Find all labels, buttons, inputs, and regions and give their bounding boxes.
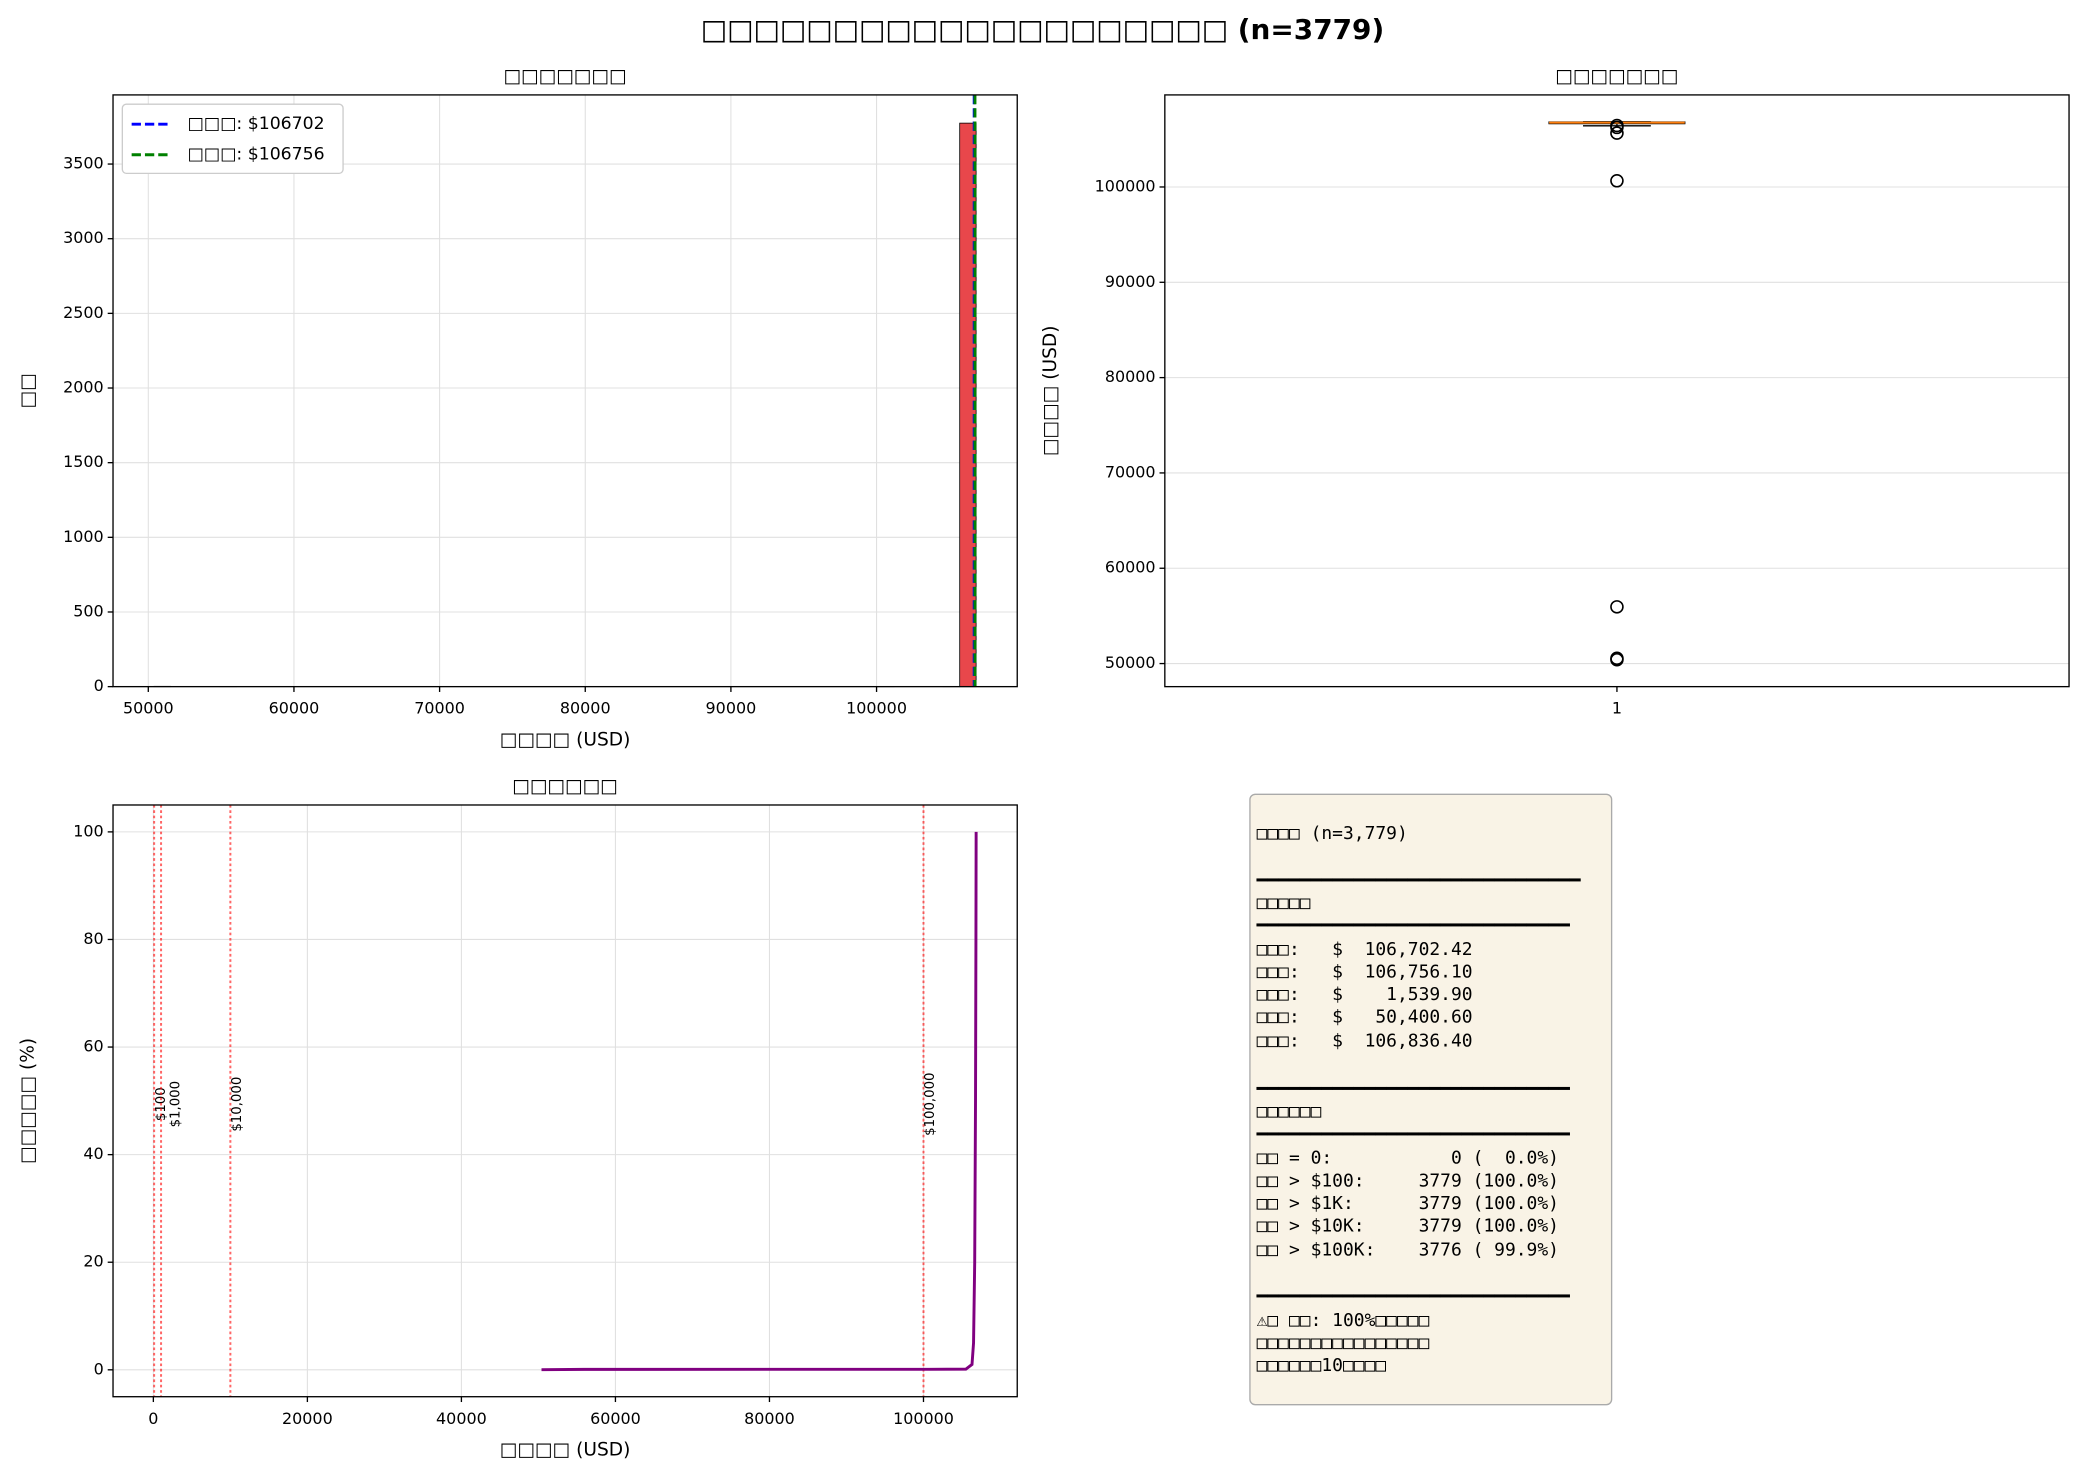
plot-frame bbox=[1164, 94, 2070, 688]
cdf-line bbox=[541, 831, 978, 1372]
stats-line: □□ > $100K: 3776 ( 99.9%) bbox=[1257, 1239, 1559, 1260]
legend-label: □□□: $106702 bbox=[187, 114, 324, 134]
chart-title: □□□□□□□ bbox=[504, 66, 627, 87]
y-tick-label: 3500 bbox=[63, 154, 104, 173]
x-axis-label: □□□□ (USD) bbox=[500, 729, 631, 750]
threshold-label: $100,000 bbox=[923, 1072, 938, 1135]
x-tick-label: 50000 bbox=[123, 699, 174, 718]
y-tick-label: 3000 bbox=[63, 228, 104, 247]
y-axis-label: □□□□□ (%) bbox=[17, 1038, 38, 1164]
y-tick-label: 20 bbox=[83, 1252, 103, 1271]
x-tick-label: 0 bbox=[148, 1409, 158, 1428]
y-tick-label: 1500 bbox=[63, 452, 104, 471]
flier bbox=[1610, 173, 1624, 188]
x-tick-label: 100000 bbox=[893, 1409, 954, 1428]
flier bbox=[1610, 600, 1624, 614]
x-axis-label: □□□□ (USD) bbox=[500, 1439, 631, 1460]
stats-line: □□ > $10K: 3779 (100.0%) bbox=[1257, 1216, 1559, 1237]
y-tick-label: 80000 bbox=[1105, 367, 1156, 386]
stats-line: ━━━━━━━━━━━━━━━━━━━━━━━━━━━━━ bbox=[1256, 915, 1570, 936]
y-tick-label: 500 bbox=[73, 601, 103, 620]
stats-line: □□ > $100: 3779 (100.0%) bbox=[1257, 1170, 1559, 1191]
y-tick-label: 1000 bbox=[63, 527, 104, 546]
x-tick-label: 60000 bbox=[269, 699, 320, 718]
legend-label: □□□: $106756 bbox=[187, 145, 324, 165]
y-tick-label: 60 bbox=[83, 1037, 103, 1056]
y-tick-label: 2000 bbox=[63, 378, 104, 397]
y-tick-label: 2500 bbox=[63, 303, 104, 322]
stats-line: □□□: $ 1,539.90 bbox=[1257, 984, 1473, 1005]
x-tick-label: 80000 bbox=[744, 1409, 795, 1428]
y-tick-label: 0 bbox=[94, 1359, 104, 1378]
y-tick-label: 100000 bbox=[1095, 176, 1156, 195]
y-tick-label: 90000 bbox=[1105, 272, 1156, 291]
x-tick-label: 100000 bbox=[846, 699, 907, 718]
x-tick-label: 80000 bbox=[560, 699, 611, 718]
y-axis-label: □□□□ (USD) bbox=[1040, 326, 1061, 457]
stats-line: ━━━━━━━━━━━━━━━━━━━━━━━━━━━━━ bbox=[1256, 1079, 1570, 1100]
stats-line: □□□□□□10□□□□ bbox=[1257, 1355, 1387, 1376]
x-tick-label: 70000 bbox=[414, 699, 465, 718]
x-tick-label: 40000 bbox=[436, 1409, 487, 1428]
stats-line: □□□□□□ bbox=[1257, 1101, 1322, 1122]
stats-line: □□□: $ 106,702.42 bbox=[1257, 939, 1473, 960]
stats-line: ━━━━━━━━━━━━━━━━━━━━━━━━━━━━━━ bbox=[1256, 870, 1581, 891]
y-tick-label: 40 bbox=[83, 1144, 103, 1163]
y-tick-label: 60000 bbox=[1105, 558, 1156, 577]
y-tick-label: 100 bbox=[73, 821, 103, 840]
y-tick-label: 80 bbox=[83, 929, 103, 948]
plot-frame bbox=[112, 94, 1018, 688]
stats-line: □□□□□ bbox=[1257, 892, 1311, 913]
stats-line: □□□□□□□□□□□□□□□□ bbox=[1257, 1333, 1430, 1354]
plot-frame bbox=[112, 804, 1018, 1398]
stats-line: □□□: $ 106,756.10 bbox=[1257, 962, 1473, 983]
x-tick-label: 90000 bbox=[706, 699, 757, 718]
y-tick-label: 70000 bbox=[1105, 462, 1156, 481]
flier bbox=[1610, 126, 1624, 140]
stats-line: ━━━━━━━━━━━━━━━━━━━━━━━━━━━━━ bbox=[1256, 1124, 1570, 1145]
stats-line: □□ > $1K: 3779 (100.0%) bbox=[1257, 1193, 1559, 1214]
y-tick-label: 50000 bbox=[1105, 653, 1156, 672]
stats-line: ⚠□ □□: 100%□□□□□ bbox=[1257, 1310, 1430, 1331]
chart-title: □□□□□□□ bbox=[1555, 66, 1678, 87]
y-tick-label: 0 bbox=[94, 676, 104, 695]
x-tick-label: 1 bbox=[1612, 699, 1622, 718]
x-tick-label: 20000 bbox=[282, 1409, 333, 1428]
stats-line: □□ = 0: 0 ( 0.0%) bbox=[1257, 1148, 1559, 1169]
figure-title: □□□□□□□□□□□□□□□□□□□□ (n=3779) bbox=[701, 13, 1384, 46]
stats-line: □□□: $ 50,400.60 bbox=[1257, 1007, 1473, 1028]
y-axis-label: □□ bbox=[17, 373, 38, 408]
legend-box bbox=[121, 103, 344, 175]
stats-line: ━━━━━━━━━━━━━━━━━━━━━━━━━━━━━ bbox=[1256, 1286, 1570, 1307]
stats-line: □□□□ (n=3,779) bbox=[1257, 823, 1408, 844]
threshold-label: $1,000 bbox=[169, 1081, 184, 1127]
x-tick-label: 60000 bbox=[590, 1409, 641, 1428]
stats-box bbox=[1249, 793, 1613, 1406]
chart-title: □□□□□□ bbox=[512, 776, 618, 797]
flier bbox=[1610, 118, 1624, 133]
stats-line: □□□: $ 106,836.40 bbox=[1257, 1031, 1473, 1052]
threshold-label: $10,000 bbox=[230, 1077, 245, 1132]
flier bbox=[1610, 651, 1624, 666]
